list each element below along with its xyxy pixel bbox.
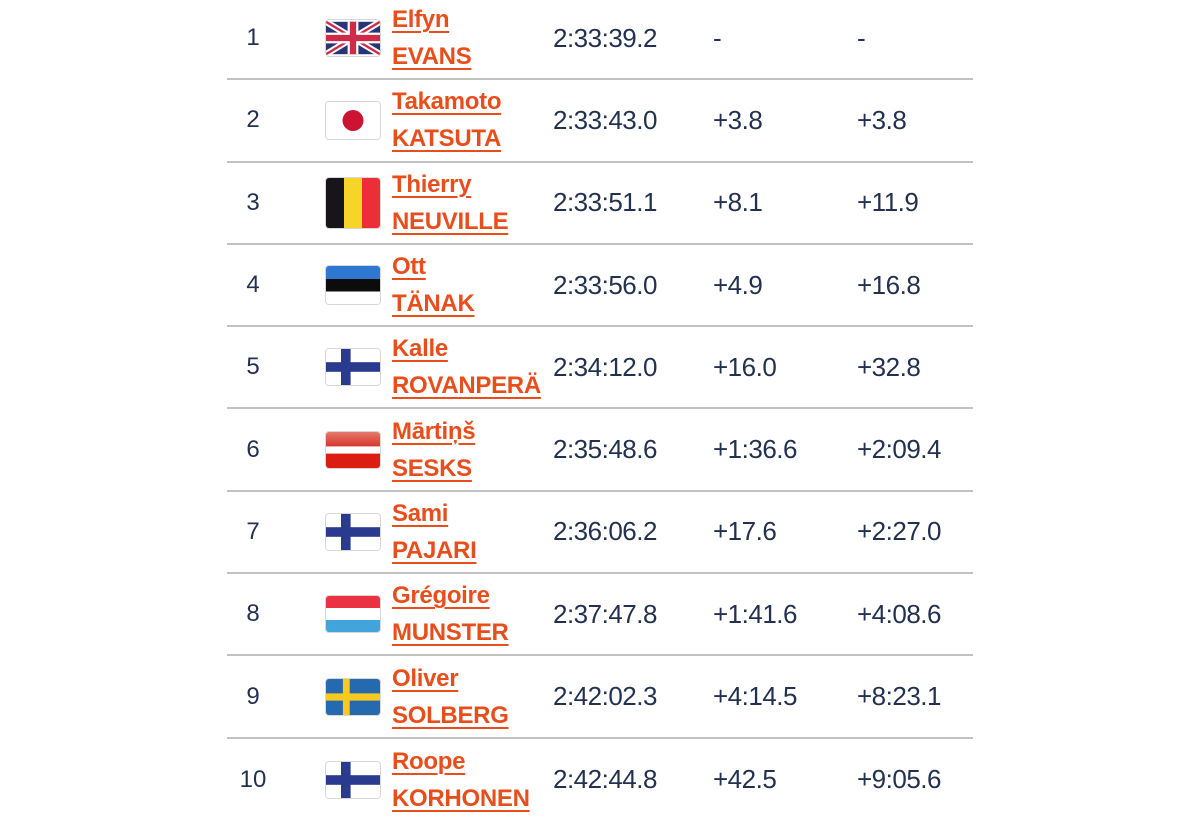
gap-to-previous: +8.1 (713, 187, 763, 218)
position-number: 1 (246, 24, 260, 52)
flag-lv-icon (321, 409, 385, 489)
driver-last-name: SOLBERG (392, 701, 509, 729)
gap-to-previous: +3.8 (713, 104, 763, 135)
driver-first-name: Elfyn (392, 6, 450, 34)
position-number: 10 (239, 765, 267, 793)
position-number: 6 (246, 435, 260, 463)
position-number: 3 (246, 188, 260, 216)
result-row: 4 Ott TÄNAK 2:33:56.0 +4.9 +16.8 (227, 245, 973, 328)
driver-name-link[interactable]: Grégoire MUNSTER (392, 574, 552, 654)
gap-to-previous: +42.5 (713, 764, 777, 795)
flag-fi-icon (321, 739, 385, 821)
gap-to-leader: +9:05.6 (857, 764, 941, 795)
flag-ee-icon (321, 245, 385, 325)
flag-fi-icon (321, 492, 385, 572)
flag-lu-icon (321, 574, 385, 654)
total-time: 2:42:44.8 (553, 764, 657, 795)
gap-to-previous: +16.0 (713, 351, 777, 382)
gap-to-previous: +1:36.6 (713, 434, 797, 465)
rally-results-table: 1 Elfyn EVANS 2:33:39.2 - - 2 Takamoto K… (227, 0, 973, 821)
result-row: 7 Sami PAJARI 2:36:06.2 +17.6 +2:27.0 (227, 492, 973, 575)
driver-last-name: NEUVILLE (392, 207, 509, 235)
gap-to-previous: +17.6 (713, 516, 777, 547)
driver-first-name: Thierry (392, 170, 472, 198)
driver-first-name: Takamoto (392, 88, 502, 116)
total-time: 2:33:43.0 (553, 104, 657, 135)
position-number: 9 (246, 682, 260, 710)
driver-name-link[interactable]: Roope KORHONEN (392, 739, 552, 821)
total-time: 2:42:02.3 (553, 681, 657, 712)
driver-name-link[interactable]: Ott TÄNAK (392, 245, 552, 325)
driver-name-link[interactable]: Sami PAJARI (392, 492, 552, 572)
driver-first-name: Sami (392, 499, 449, 527)
gap-to-leader: +11.9 (857, 187, 919, 218)
driver-last-name: TÄNAK (392, 290, 475, 318)
flag-jp-icon (321, 80, 385, 160)
result-row: 9 Oliver SOLBERG 2:42:02.3 +4:14.5 +8:23… (227, 656, 973, 739)
result-row: 1 Elfyn EVANS 2:33:39.2 - - (227, 0, 973, 81)
result-row: 8 Grégoire MUNSTER 2:37:47.8 +1:41.6 +4:… (227, 574, 973, 657)
driver-first-name: Roope (392, 747, 466, 775)
result-row: 6 Mārtiņš SESKS 2:35:48.6 +1:36.6 +2:09.… (227, 409, 973, 492)
driver-name-link[interactable]: Mārtiņš SESKS (392, 409, 552, 489)
gap-to-previous: +4.9 (713, 269, 763, 300)
flag-gb-icon (321, 0, 385, 78)
flag-se-icon (321, 656, 385, 736)
driver-last-name: SESKS (392, 454, 472, 482)
driver-last-name: MUNSTER (392, 619, 509, 647)
gap-to-leader: +8:23.1 (857, 681, 941, 712)
gap-to-leader: +3.8 (857, 104, 907, 135)
driver-name-link[interactable]: Takamoto KATSUTA (392, 80, 552, 160)
total-time: 2:37:47.8 (553, 598, 657, 629)
gap-to-leader: - (857, 22, 866, 53)
total-time: 2:33:56.0 (553, 269, 657, 300)
driver-last-name: PAJARI (392, 536, 477, 564)
total-time: 2:34:12.0 (553, 351, 657, 382)
result-row: 5 Kalle ROVANPERÄ 2:34:12.0 +16.0 +32.8 (227, 327, 973, 410)
position-number: 4 (246, 271, 260, 299)
driver-first-name: Mārtiņš (392, 417, 476, 445)
gap-to-leader: +16.8 (857, 269, 921, 300)
driver-last-name: KORHONEN (392, 784, 530, 812)
gap-to-leader: +4:08.6 (857, 598, 941, 629)
position-number: 2 (246, 106, 260, 134)
gap-to-previous: +1:41.6 (713, 598, 797, 629)
total-time: 2:33:39.2 (553, 22, 657, 53)
driver-first-name: Grégoire (392, 582, 490, 610)
gap-to-previous: +4:14.5 (713, 681, 797, 712)
gap-to-leader: +2:27.0 (857, 516, 941, 547)
result-row: 3 Thierry NEUVILLE 2:33:51.1 +8.1 +11.9 (227, 163, 973, 245)
total-time: 2:36:06.2 (553, 516, 657, 547)
driver-first-name: Oliver (392, 664, 459, 692)
result-row: 2 Takamoto KATSUTA 2:33:43.0 +3.8 +3.8 (227, 80, 973, 163)
gap-to-leader: +32.8 (857, 351, 921, 382)
driver-first-name: Ott (392, 253, 426, 281)
flag-fi-icon (321, 327, 385, 407)
driver-last-name: KATSUTA (392, 125, 501, 153)
driver-name-link[interactable]: Thierry NEUVILLE (392, 163, 552, 243)
total-time: 2:35:48.6 (553, 434, 657, 465)
gap-to-leader: +2:09.4 (857, 434, 941, 465)
driver-first-name: Kalle (392, 335, 448, 363)
position-number: 7 (246, 517, 260, 545)
gap-to-previous: - (713, 22, 722, 53)
driver-last-name: ROVANPERÄ (392, 372, 541, 400)
result-row: 10 Roope KORHONEN 2:42:44.8 +42.5 +9:05.… (227, 739, 973, 821)
flag-be-icon (321, 163, 385, 243)
driver-name-link[interactable]: Oliver SOLBERG (392, 656, 552, 736)
position-number: 8 (246, 600, 260, 628)
position-number: 5 (246, 353, 260, 381)
total-time: 2:33:51.1 (553, 187, 657, 218)
driver-last-name: EVANS (392, 43, 472, 71)
driver-name-link[interactable]: Kalle ROVANPERÄ (392, 327, 552, 407)
driver-name-link[interactable]: Elfyn EVANS (392, 0, 552, 78)
